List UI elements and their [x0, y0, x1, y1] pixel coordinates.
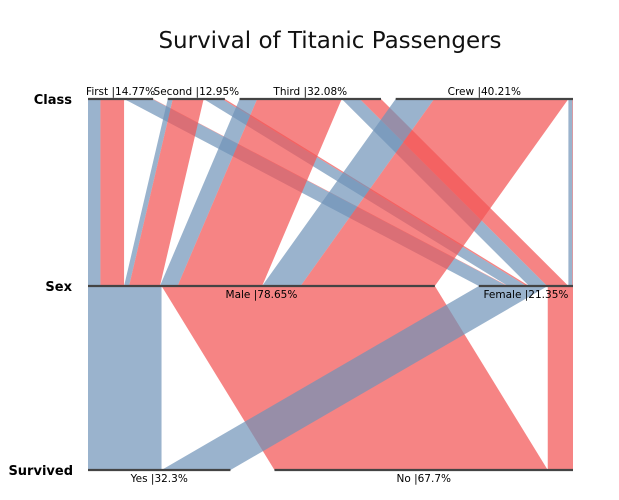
- ribbon-crew-male-yes[interactable]: [262, 99, 435, 286]
- ribbon-third-male-no[interactable]: [177, 99, 342, 286]
- category-label-crew: Crew |40.21%: [448, 86, 521, 98]
- ribbon-first-male-no[interactable]: [100, 99, 125, 286]
- category-label-male: Male |78.65%: [226, 289, 298, 301]
- ribbon-third-male-yes[interactable]: [159, 99, 258, 286]
- category-label-third: Third |32.08%: [272, 86, 347, 98]
- ribbon-crew-female-no[interactable]: [572, 99, 573, 286]
- category-label-no: No |67.7%: [396, 473, 451, 485]
- ribbon-male-yes-yes[interactable]: [88, 286, 162, 470]
- ribbon-female-yes-yes[interactable]: [161, 286, 548, 470]
- category-label-first: First |14.77%: [86, 86, 155, 98]
- ribbon-female-no-no[interactable]: [547, 286, 573, 470]
- dimension-label-survived: Survived: [8, 464, 73, 479]
- chart-title: Survival of Titanic Passengers: [158, 28, 501, 54]
- ribbon-first-male-yes[interactable]: [88, 99, 101, 286]
- category-label-yes: Yes |32.3%: [130, 473, 188, 485]
- ribbon-second-male-no[interactable]: [129, 99, 204, 286]
- category-label-second: Second |12.95%: [154, 86, 240, 98]
- ribbon-crew-male-no[interactable]: [300, 99, 569, 286]
- category-label-female: Female |21.35%: [483, 289, 568, 301]
- dimension-label-class: Class: [34, 93, 73, 108]
- ribbon-crew-female-yes[interactable]: [568, 99, 573, 286]
- dimension-label-sex: Sex: [45, 280, 72, 295]
- ribbon-second-male-yes[interactable]: [124, 99, 173, 286]
